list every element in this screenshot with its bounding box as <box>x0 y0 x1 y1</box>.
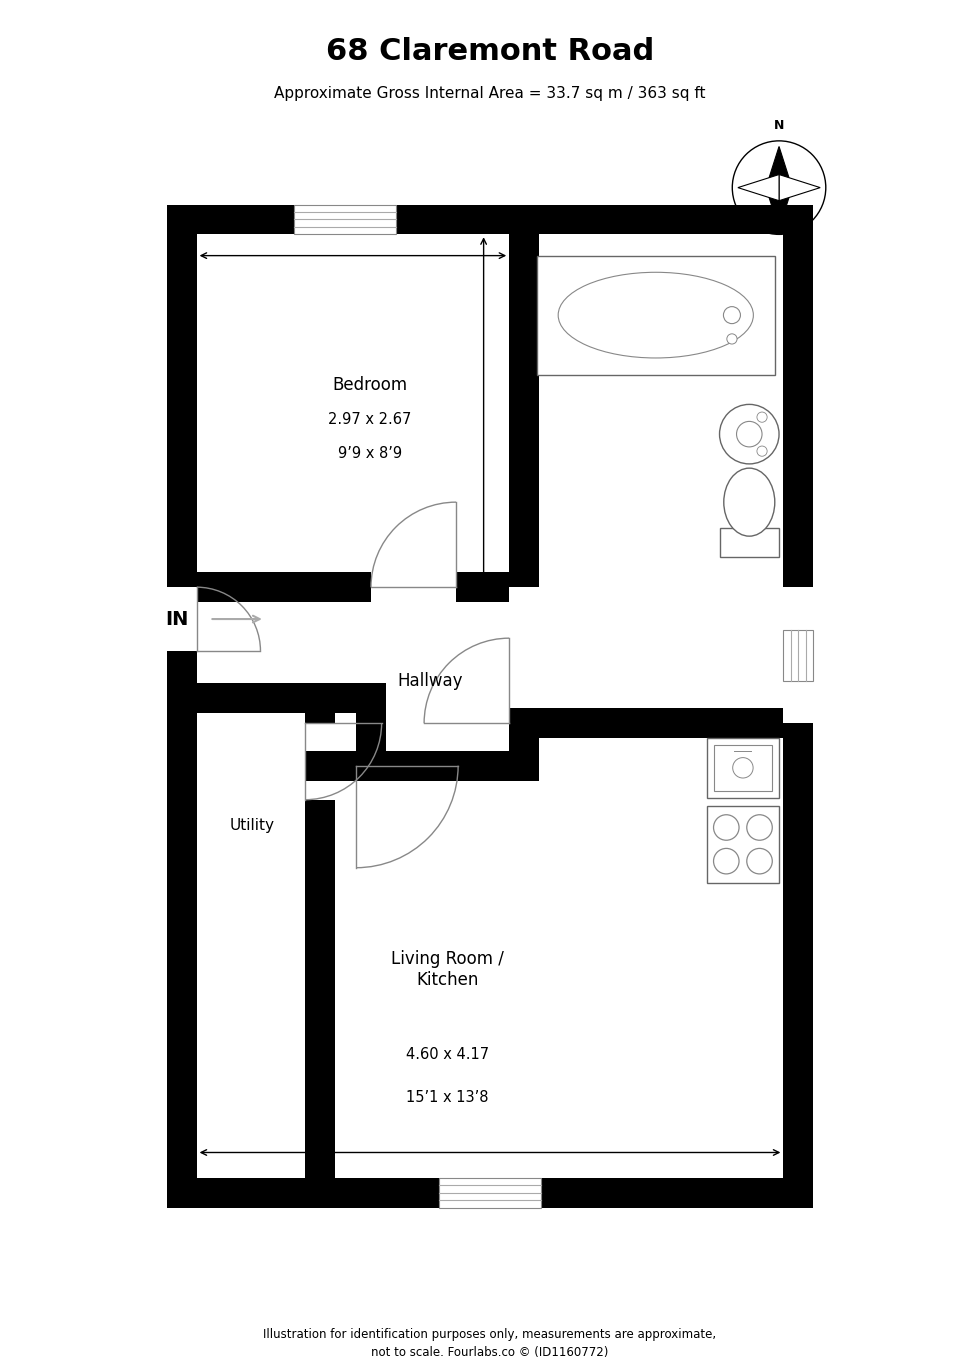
Polygon shape <box>779 175 820 201</box>
Bar <box>439 1178 541 1208</box>
Polygon shape <box>738 175 779 201</box>
Bar <box>783 629 813 681</box>
Circle shape <box>757 412 767 423</box>
Bar <box>167 1178 813 1208</box>
Text: Approximate Gross Internal Area = 33.7 sq m / 363 sq ft: Approximate Gross Internal Area = 33.7 s… <box>274 86 706 100</box>
Bar <box>510 709 783 739</box>
Text: 4.60 x 4.17: 4.60 x 4.17 <box>406 1048 489 1062</box>
Bar <box>167 698 197 1208</box>
Text: Living Room /
Kitchen: Living Room / Kitchen <box>391 951 504 989</box>
Bar <box>356 683 386 781</box>
Bar <box>713 744 772 791</box>
Bar <box>783 205 813 587</box>
Bar <box>305 800 335 1178</box>
Circle shape <box>737 421 762 447</box>
Circle shape <box>713 848 739 874</box>
Bar <box>456 572 510 602</box>
Polygon shape <box>766 187 792 228</box>
Bar <box>167 651 197 698</box>
Circle shape <box>723 306 741 324</box>
Bar <box>707 739 779 798</box>
Bar <box>510 724 539 766</box>
Circle shape <box>713 815 739 840</box>
Text: 15’1 x 13’8: 15’1 x 13’8 <box>407 1090 489 1105</box>
Bar <box>783 724 813 1208</box>
Bar <box>305 713 335 724</box>
Bar <box>197 683 320 713</box>
Circle shape <box>747 815 772 840</box>
Circle shape <box>727 334 737 343</box>
Ellipse shape <box>724 468 775 536</box>
Text: 9’9 x 8’9: 9’9 x 8’9 <box>338 446 402 461</box>
Bar <box>510 205 539 587</box>
Bar <box>167 205 197 587</box>
Ellipse shape <box>559 272 754 358</box>
Text: N: N <box>774 119 784 133</box>
Bar <box>707 806 779 882</box>
Bar <box>719 528 779 557</box>
Text: Illustration for identification purposes only, measurements are approximate,
not: Illustration for identification purposes… <box>264 1328 716 1358</box>
Bar <box>305 683 386 713</box>
Circle shape <box>747 848 772 874</box>
Bar <box>197 572 371 602</box>
Text: 2.97 x 2.67: 2.97 x 2.67 <box>328 412 412 427</box>
Ellipse shape <box>719 405 779 464</box>
Text: Bedroom: Bedroom <box>332 376 408 394</box>
Bar <box>537 256 775 375</box>
Text: 68 Claremont Road: 68 Claremont Road <box>326 37 654 67</box>
Text: Hallway: Hallway <box>398 672 464 689</box>
Bar <box>167 205 813 234</box>
Text: IN: IN <box>165 610 188 628</box>
Bar <box>305 751 539 781</box>
Bar <box>294 205 397 234</box>
Circle shape <box>733 758 753 778</box>
Text: Utility: Utility <box>229 818 274 833</box>
Polygon shape <box>766 146 792 187</box>
Circle shape <box>757 446 767 457</box>
